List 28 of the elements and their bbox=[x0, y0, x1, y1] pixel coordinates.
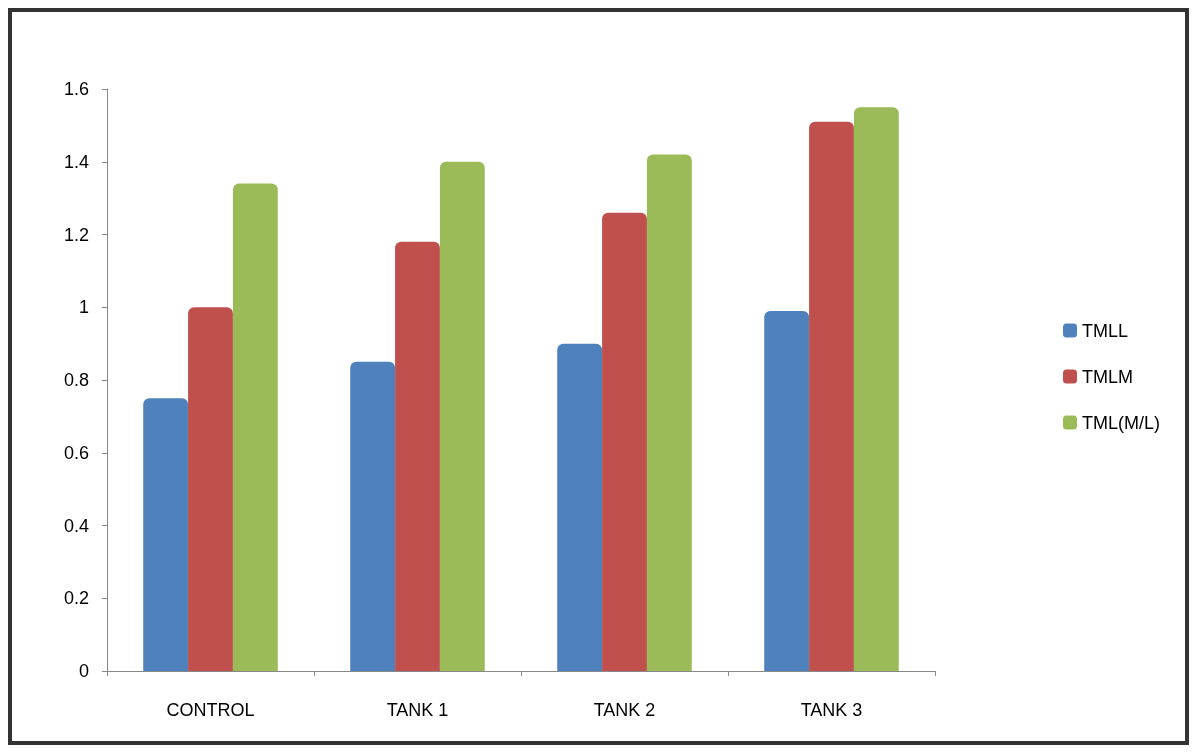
legend-label: TML(M/L) bbox=[1082, 412, 1161, 433]
y-tick-label: 1.2 bbox=[63, 224, 89, 245]
y-tick-label: 0 bbox=[78, 661, 89, 681]
y-tick-label: 0.2 bbox=[63, 588, 89, 609]
bar bbox=[557, 343, 603, 671]
bar bbox=[646, 154, 692, 671]
bar bbox=[853, 107, 899, 671]
legend-label: TMLM bbox=[1082, 366, 1134, 387]
bar bbox=[602, 212, 647, 671]
bar bbox=[188, 307, 233, 671]
x-tick-label: TANK 1 bbox=[386, 700, 449, 720]
x-tick-label: CONTROL bbox=[166, 700, 255, 720]
bar bbox=[395, 241, 440, 671]
x-tick-label: TANK 3 bbox=[800, 700, 863, 720]
bar bbox=[764, 310, 810, 671]
bar bbox=[232, 183, 278, 671]
y-tick-label: 1.4 bbox=[63, 151, 89, 172]
y-tick-label: 1 bbox=[78, 297, 89, 318]
bar bbox=[809, 121, 854, 671]
y-tick-label: 1.6 bbox=[63, 79, 89, 99]
x-tick-label: TANK 2 bbox=[593, 700, 656, 720]
bar bbox=[439, 161, 485, 671]
legend-label: TMLL bbox=[1082, 320, 1129, 341]
bar bbox=[350, 361, 396, 671]
y-tick-label: 0.4 bbox=[63, 515, 89, 536]
y-tick-label: 0.6 bbox=[63, 442, 89, 463]
bar bbox=[143, 398, 189, 671]
y-tick-label: 0.8 bbox=[63, 370, 89, 390]
